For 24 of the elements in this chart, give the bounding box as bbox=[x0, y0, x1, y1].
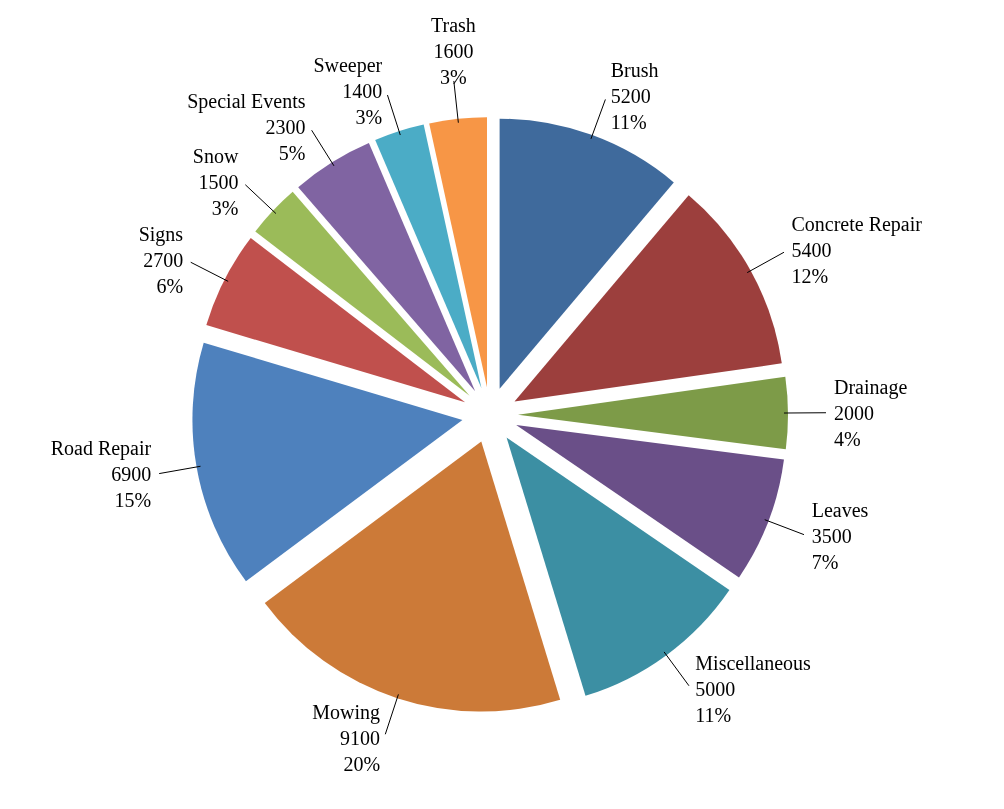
slice-label: Leaves bbox=[811, 499, 869, 522]
data-label: 1600 3% bbox=[433, 39, 474, 88]
slice-label: Sweeper bbox=[313, 54, 383, 78]
slice-label: Signs bbox=[138, 223, 184, 247]
slice-label: Mowing bbox=[312, 701, 381, 725]
data-label: 2700 6% bbox=[143, 249, 184, 298]
slice-label: Brush bbox=[610, 58, 659, 81]
data-label: 9100 20% bbox=[340, 727, 381, 776]
data-label: 1400 3% bbox=[342, 80, 383, 129]
data-label: 2300 5% bbox=[265, 115, 306, 164]
slice-label: Snow bbox=[192, 144, 239, 167]
slice-label: Miscellaneous bbox=[695, 651, 812, 674]
slice-label: Drainage bbox=[833, 375, 908, 399]
data-label: 5000 11% bbox=[695, 677, 736, 726]
data-label: 5400 12% bbox=[791, 239, 832, 288]
data-label: 3500 7% bbox=[811, 525, 852, 574]
slice-label: Road Repair bbox=[50, 437, 152, 461]
data-label: 5200 11% bbox=[610, 84, 651, 133]
slice-label: Special Events bbox=[187, 89, 306, 113]
data-label: 1500 3% bbox=[198, 170, 239, 219]
data-label: 6900 15% bbox=[111, 463, 152, 512]
slice-label: Trash bbox=[430, 13, 476, 36]
data-label: 2000 4% bbox=[833, 401, 874, 450]
slice-label: Concrete Repair bbox=[791, 213, 923, 237]
